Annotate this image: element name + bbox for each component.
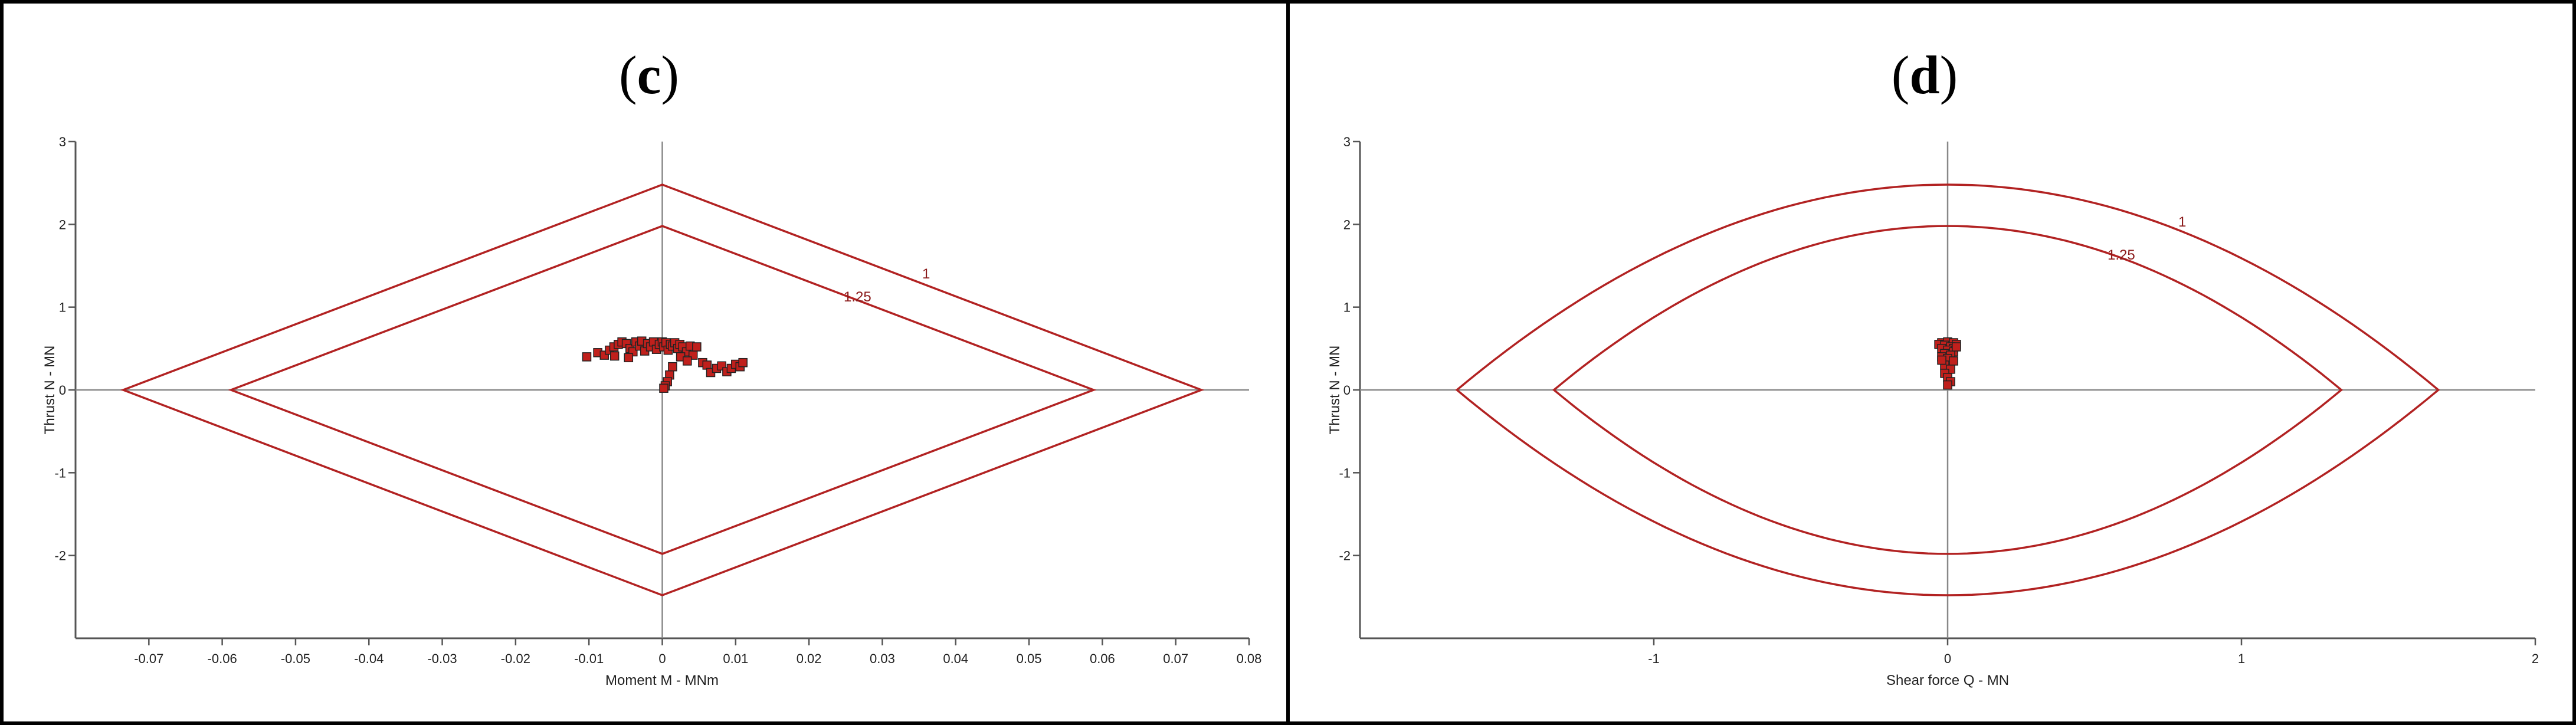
panel-c-data-point <box>624 353 634 363</box>
panel-c-x-tick-label: -0.01 <box>574 651 604 666</box>
panel-d-title: (d) <box>1892 45 1958 105</box>
panel-d-x-ticks: -1 0 1 2 <box>1648 638 2539 666</box>
panel-c-data-points <box>582 336 748 393</box>
panel-d-x-tick-label: 0 <box>1944 651 1951 666</box>
panel-d-data-point <box>1949 356 1958 366</box>
panel-c-y-tick-label: -1 <box>54 465 66 480</box>
panel-d-y-tick-label: 0 <box>1343 383 1351 398</box>
panel-c-data-point <box>692 342 702 352</box>
panel-d-zero-lines <box>1360 142 2535 638</box>
panel-d-curve-label-1-25: 1.25 <box>2108 247 2135 263</box>
panel-d-x-tick-label: 2 <box>2532 651 2539 666</box>
panel-c-y-label: Thrust N - MN <box>42 346 58 435</box>
panel-c-y-tick-label: 2 <box>59 217 66 232</box>
panel-c-x-tick-label: -0.07 <box>134 651 163 666</box>
panel-d-data-point <box>1943 380 1952 390</box>
panel-c-data-point <box>738 357 748 368</box>
panel-c-curve-label-1-25: 1.25 <box>844 289 871 305</box>
panel-c-data-point <box>683 356 692 366</box>
panel-c-data-point <box>582 352 592 362</box>
panel-d-x-label: Shear force Q - MN <box>1886 672 2009 688</box>
panel-c-curve-label-1: 1 <box>922 266 930 282</box>
panel-d: (d) -1 0 1 2 -2 -1 0 1 2 3 1 1.25 Shear force Q … <box>1327 45 2539 688</box>
panel-d-tag: d <box>1909 45 1939 105</box>
panel-c-data-point <box>659 383 668 393</box>
panel-d-x-tick-label: -1 <box>1648 651 1660 666</box>
panel-c: (c) -0.07 -0.06 -0.05 -0.04 -0.03 -0.02 -0.01 0… <box>42 45 1261 688</box>
panel-c-x-tick-label: -0.03 <box>427 651 457 666</box>
panel-d-y-tick-label: 2 <box>1343 217 1351 232</box>
panel-c-y-tick-label: 1 <box>59 300 66 315</box>
panel-c-x-tick-label: 0.06 <box>1090 651 1115 666</box>
panel-c-x-ticks: -0.07 -0.06 -0.05 -0.04 -0.03 -0.02 -0.01 0 0.01… <box>134 638 1261 666</box>
panel-c-y-tick-label: 3 <box>59 134 66 149</box>
panel-c-x-tick-label: 0 <box>658 651 666 666</box>
panel-c-x-tick-label: 0.01 <box>723 651 748 666</box>
panel-d-y-tick-label: -1 <box>1339 465 1351 480</box>
panel-c-tag: c <box>637 45 661 105</box>
panel-c-x-tick-label: 0.05 <box>1017 651 1042 666</box>
panel-c-x-tick-label: -0.06 <box>208 651 237 666</box>
panel-d-y-label: Thrust N - MN <box>1327 346 1343 435</box>
panel-d-curve-label-1: 1 <box>2178 214 2186 230</box>
panel-c-y-tick-label: -2 <box>54 549 66 563</box>
panel-c-boundary-1-25 <box>228 225 1097 555</box>
panel-c-data-point <box>668 362 677 372</box>
panel-d-x-tick-label: 1 <box>2238 651 2245 666</box>
panel-c-x-tick-label: -0.04 <box>354 651 384 666</box>
panel-d-data-points <box>1934 337 1961 390</box>
panel-c-title: (c) <box>619 45 679 105</box>
panel-c-x-tick-label: -0.02 <box>501 651 530 666</box>
panel-c-x-label: Moment M - MNm <box>605 672 719 688</box>
panel-d-failure-domains <box>1455 183 2440 596</box>
panel-c-y-ticks: -2 -1 0 1 2 3 <box>54 134 76 563</box>
panel-c-x-tick-label: 0.02 <box>797 651 822 666</box>
panel-d-boundary-1 <box>1455 183 2440 596</box>
panel-d-y-tick-label: 1 <box>1343 300 1351 315</box>
panel-c-x-tick-label: 0.04 <box>943 651 968 666</box>
panel-c-x-tick-label: 0.08 <box>1237 651 1262 666</box>
panel-d-y-tick-label: 3 <box>1343 134 1351 149</box>
panel-d-y-ticks: -2 -1 0 1 2 3 <box>1339 134 1360 563</box>
panel-c-x-tick-label: -0.05 <box>281 651 310 666</box>
panel-c-boundary-1 <box>120 183 1205 596</box>
panel-d-data-point <box>1937 355 1946 365</box>
panel-c-y-tick-label: 0 <box>59 383 66 398</box>
panel-d-boundary-1-25 <box>1552 225 2344 555</box>
panel-d-data-point <box>1952 342 1961 352</box>
panel-c-data-point <box>609 351 620 361</box>
panel-c-x-tick-label: 0.07 <box>1163 651 1188 666</box>
panel-c-x-tick-label: 0.03 <box>870 651 895 666</box>
panel-d-y-tick-label: -2 <box>1339 549 1351 563</box>
panel-c-failure-domains <box>120 183 1205 596</box>
